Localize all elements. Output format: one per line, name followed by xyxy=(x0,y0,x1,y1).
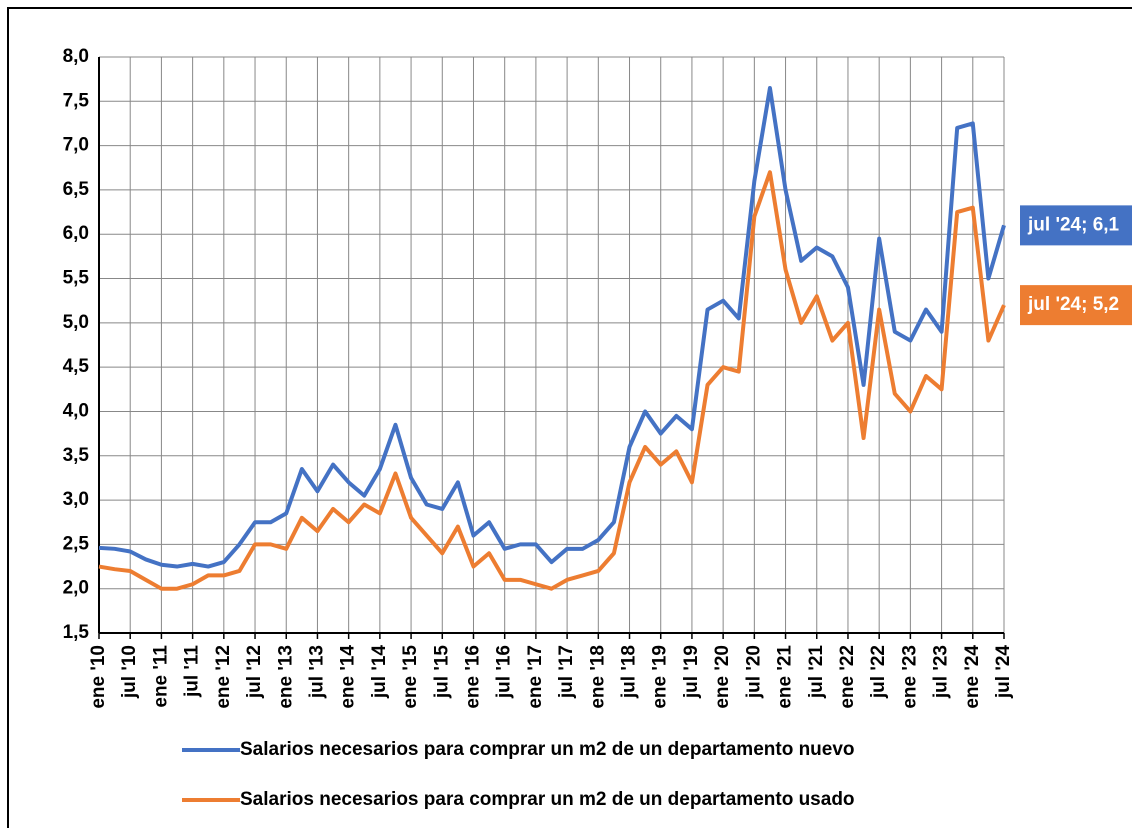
x-tick-label: ene '18 xyxy=(587,645,608,709)
x-tick-label: ene '21 xyxy=(775,645,796,709)
y-tick-label: 4,0 xyxy=(63,400,89,421)
x-tick-label: jul '16 xyxy=(494,645,515,699)
x-tick-label: ene '11 xyxy=(150,645,171,708)
x-tick-label: jul '19 xyxy=(681,645,702,699)
data-label-box xyxy=(1020,285,1132,326)
x-tick-label: ene '20 xyxy=(712,645,733,709)
x-tick-label: jul '17 xyxy=(556,645,577,699)
legend-label: Salarios necesarios para comprar un m2 d… xyxy=(240,739,855,760)
legend-label: Salarios necesarios para comprar un m2 d… xyxy=(240,789,855,810)
y-tick-label: 6,5 xyxy=(63,179,90,200)
data-label-box xyxy=(1020,205,1132,246)
x-tick-label: jul '20 xyxy=(743,645,764,699)
y-tick-label: 4,5 xyxy=(63,356,90,377)
x-tick-label: jul '23 xyxy=(931,645,952,699)
series-line xyxy=(98,86,1006,569)
data-label: jul '24; 6,1 xyxy=(1027,214,1120,235)
x-tick-label: ene '13 xyxy=(275,645,296,709)
x-tick-label: jul '11 xyxy=(182,645,203,698)
x-tick-label: jul '24 xyxy=(993,645,1014,700)
chart-frame xyxy=(7,7,1132,828)
x-tick-label: ene '23 xyxy=(899,645,920,709)
y-tick-label: 5,0 xyxy=(63,312,89,333)
y-tick-label: 6,0 xyxy=(63,223,89,244)
x-tick-label: ene '24 xyxy=(962,645,983,709)
y-tick-label: 2,0 xyxy=(63,578,89,599)
x-tick-label: jul '15 xyxy=(431,645,452,700)
x-tick-label: ene '10 xyxy=(88,645,109,709)
x-tick-label: jul '12 xyxy=(244,645,265,699)
y-tick-label: 7,0 xyxy=(63,135,89,156)
x-tick-label: ene '17 xyxy=(525,645,546,709)
series-line xyxy=(98,170,1006,591)
x-tick-label: jul '13 xyxy=(306,645,327,699)
x-tick-label: ene '19 xyxy=(650,645,671,709)
y-tick-label: 1,5 xyxy=(63,622,90,643)
x-tick-label: jul '18 xyxy=(619,645,640,699)
x-tick-label: jul '14 xyxy=(369,645,390,700)
x-tick-label: ene '15 xyxy=(400,645,421,709)
x-tick-label: ene '12 xyxy=(213,645,234,709)
x-tick-label: jul '21 xyxy=(806,645,827,700)
x-tick-label: jul '10 xyxy=(119,645,140,699)
x-tick-label: jul '22 xyxy=(868,645,889,699)
y-tick-label: 3,5 xyxy=(63,445,90,466)
x-tick-label: ene '14 xyxy=(338,645,359,709)
y-tick-label: 3,0 xyxy=(63,489,89,510)
x-tick-label: ene '22 xyxy=(837,645,858,709)
y-tick-label: 7,5 xyxy=(63,90,90,111)
x-tick-label: ene '16 xyxy=(462,645,483,709)
data-label: jul '24; 5,2 xyxy=(1027,294,1119,315)
y-tick-label: 5,5 xyxy=(63,268,90,289)
y-tick-label: 8,0 xyxy=(63,46,89,67)
y-tick-label: 2,5 xyxy=(63,533,90,554)
